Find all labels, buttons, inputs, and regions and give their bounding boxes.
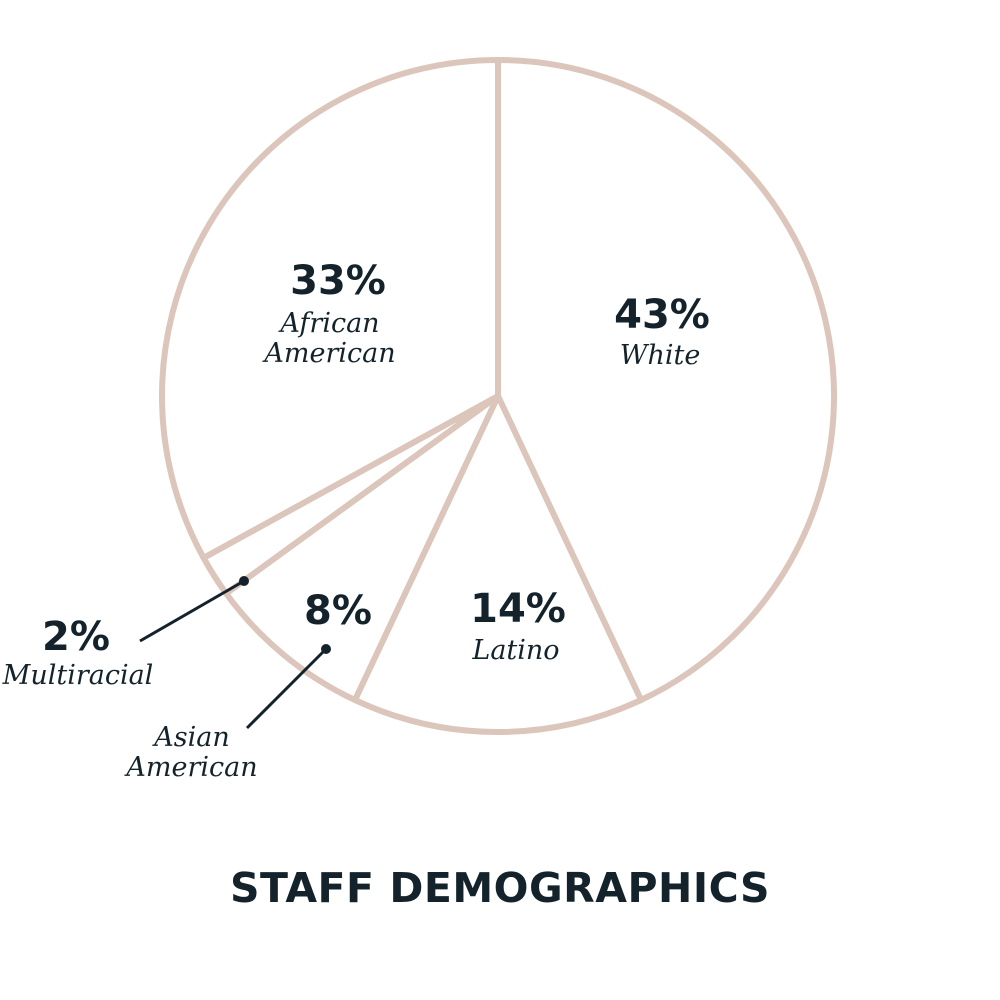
chart-title: STAFF DEMOGRAPHICS [230,864,770,912]
slice-value-label-african-american: 33% [290,258,386,304]
leader-dot-multiracial [239,576,249,586]
leader-line-asian-american [245,647,328,730]
leader-lines [139,576,331,730]
pie-slice-african-american [159,57,501,561]
pie-slice-asian-american [223,393,501,704]
pie-slice-white [495,57,837,704]
slice-category-label-white: White [620,340,701,371]
leader-dot-asian-american [321,644,331,654]
slice-category-label-multiracial: Multiracial [2,660,154,691]
slice-value-label-multiracial: 2% [42,614,110,660]
slice-category-label-latino: Latino [471,635,559,666]
leader-line-multiracial [139,579,245,643]
pie-slice-latino [351,393,645,735]
slice-category-label-african-american-line2: American [261,338,395,369]
slice-value-label-latino: 14% [470,586,566,632]
slice-value-label-white: 43% [614,292,710,338]
slice-category-label-asian-american-line1: Asian [151,722,229,753]
pie-slices [159,57,837,735]
slice-value-label-asian-american: 8% [304,588,372,634]
slice-category-label-african-american-line1: African [277,308,379,339]
slice-category-label-asian-american-line2: American [123,752,257,783]
